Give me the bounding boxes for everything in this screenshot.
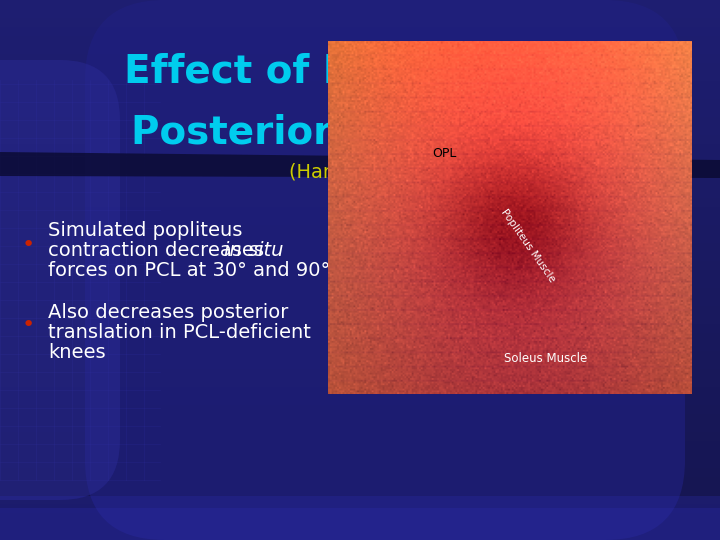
Bar	[0, 36, 720, 45]
Text: knees: knees	[48, 342, 106, 361]
Text: forces on PCL at 30° and 90°: forces on PCL at 30° and 90°	[48, 260, 330, 280]
Bar	[0, 45, 720, 54]
Bar	[0, 261, 720, 270]
Bar	[0, 378, 720, 387]
Bar	[0, 306, 720, 315]
Bar	[0, 441, 720, 450]
Bar	[0, 369, 720, 378]
Bar	[0, 504, 720, 513]
Bar	[0, 333, 720, 342]
FancyBboxPatch shape	[85, 0, 685, 540]
Bar	[0, 351, 720, 360]
Bar	[0, 297, 720, 306]
Bar	[0, 135, 720, 144]
Bar	[0, 342, 720, 351]
Bar	[0, 396, 720, 405]
Bar	[0, 117, 720, 126]
Text: Soleus Muscle: Soleus Muscle	[504, 352, 588, 366]
Text: •: •	[22, 235, 35, 255]
Bar	[0, 18, 720, 27]
Bar	[0, 90, 720, 99]
Text: OPL: OPL	[432, 147, 456, 160]
Bar	[0, 63, 720, 72]
Text: translation in PCL-deficient: translation in PCL-deficient	[48, 322, 311, 341]
Bar	[0, 531, 720, 540]
Bar	[0, 144, 720, 153]
Bar	[0, 387, 720, 396]
Polygon shape	[0, 152, 720, 178]
Bar	[0, 315, 720, 324]
Bar	[0, 450, 720, 459]
Bar	[0, 513, 720, 522]
Bar	[0, 423, 720, 432]
Bar	[0, 252, 720, 261]
Bar	[0, 216, 720, 225]
Bar	[0, 54, 720, 63]
Bar	[0, 360, 720, 369]
Text: contraction decreases: contraction decreases	[48, 240, 270, 260]
Bar	[0, 0, 720, 9]
Bar	[0, 405, 720, 414]
Bar	[0, 288, 720, 297]
Bar	[0, 414, 720, 423]
Bar	[0, 126, 720, 135]
Text: Posterior Translation: Posterior Translation	[131, 113, 589, 151]
Bar	[0, 496, 720, 508]
Bar	[0, 27, 720, 36]
Bar	[0, 234, 720, 243]
Bar	[0, 72, 720, 81]
Text: (Hamer, 1998): (Hamer, 1998)	[289, 163, 431, 181]
Text: Effect of Popliteus on: Effect of Popliteus on	[124, 53, 596, 91]
Bar	[0, 108, 720, 117]
Bar	[0, 432, 720, 441]
Text: in situ: in situ	[224, 240, 284, 260]
Bar	[0, 459, 720, 468]
Bar	[0, 225, 720, 234]
Bar	[0, 279, 720, 288]
Bar	[0, 153, 720, 162]
Bar	[0, 508, 720, 540]
Bar	[0, 477, 720, 486]
Bar	[0, 180, 720, 189]
Bar	[0, 171, 720, 180]
Bar	[0, 198, 720, 207]
Bar	[0, 270, 720, 279]
Bar	[0, 9, 720, 18]
Bar	[0, 81, 720, 90]
Bar	[0, 324, 720, 333]
Text: Popliteus Muscle: Popliteus Muscle	[498, 207, 557, 284]
Bar	[0, 243, 720, 252]
Bar	[0, 486, 720, 495]
Bar	[0, 468, 720, 477]
Bar	[0, 522, 720, 531]
Text: •: •	[22, 315, 35, 335]
Bar	[0, 99, 720, 108]
FancyBboxPatch shape	[0, 60, 120, 500]
Text: Also decreases posterior: Also decreases posterior	[48, 302, 289, 321]
Text: Simulated popliteus: Simulated popliteus	[48, 220, 243, 240]
Bar	[0, 495, 720, 504]
Bar	[0, 207, 720, 216]
Bar	[0, 189, 720, 198]
Bar	[0, 162, 720, 171]
